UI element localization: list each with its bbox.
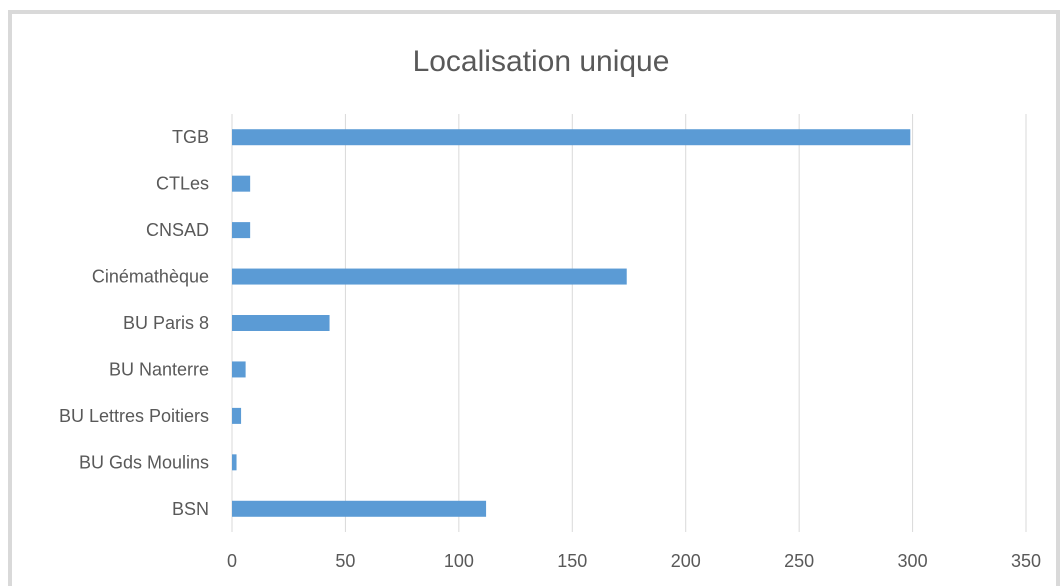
y-category-label: BU Paris 8 — [123, 313, 209, 333]
bar — [232, 454, 237, 471]
x-tick-label: 100 — [444, 551, 474, 571]
y-category-label: TGB — [172, 127, 209, 147]
bar — [232, 361, 246, 378]
x-tick-label: 0 — [227, 551, 237, 571]
y-category-label: CTLes — [156, 174, 209, 194]
chart-frame — [8, 10, 1060, 586]
x-tick-label: 50 — [335, 551, 355, 571]
y-category-label: BSN — [172, 499, 209, 519]
x-tick-label: 300 — [898, 551, 928, 571]
y-category-label: BU Lettres Poitiers — [59, 406, 209, 426]
x-tick-label: 250 — [784, 551, 814, 571]
y-category-label: Cinémathèque — [92, 267, 209, 287]
bar — [232, 500, 487, 517]
x-tick-label: 200 — [671, 551, 701, 571]
bar — [232, 175, 251, 192]
category-axis: BSN BU Gds Moulins BU Lettres Poitiers BU N… — [59, 127, 209, 519]
value-axis: 0 50 100 150 200 250 300 350 — [227, 551, 1041, 571]
bar — [232, 407, 242, 424]
x-tick-label: 350 — [1011, 551, 1041, 571]
x-tick-label: 150 — [557, 551, 587, 571]
bars — [232, 129, 911, 517]
y-category-label: CNSAD — [146, 220, 209, 240]
bar — [232, 315, 330, 331]
y-category-label: BU Nanterre — [109, 359, 209, 379]
chart-title: Localisation unique — [413, 45, 670, 78]
y-category-label: BU Gds Moulins — [79, 452, 209, 472]
bar — [232, 129, 911, 146]
gridlines — [231, 114, 1027, 532]
bar — [232, 222, 251, 239]
bar — [232, 268, 627, 285]
